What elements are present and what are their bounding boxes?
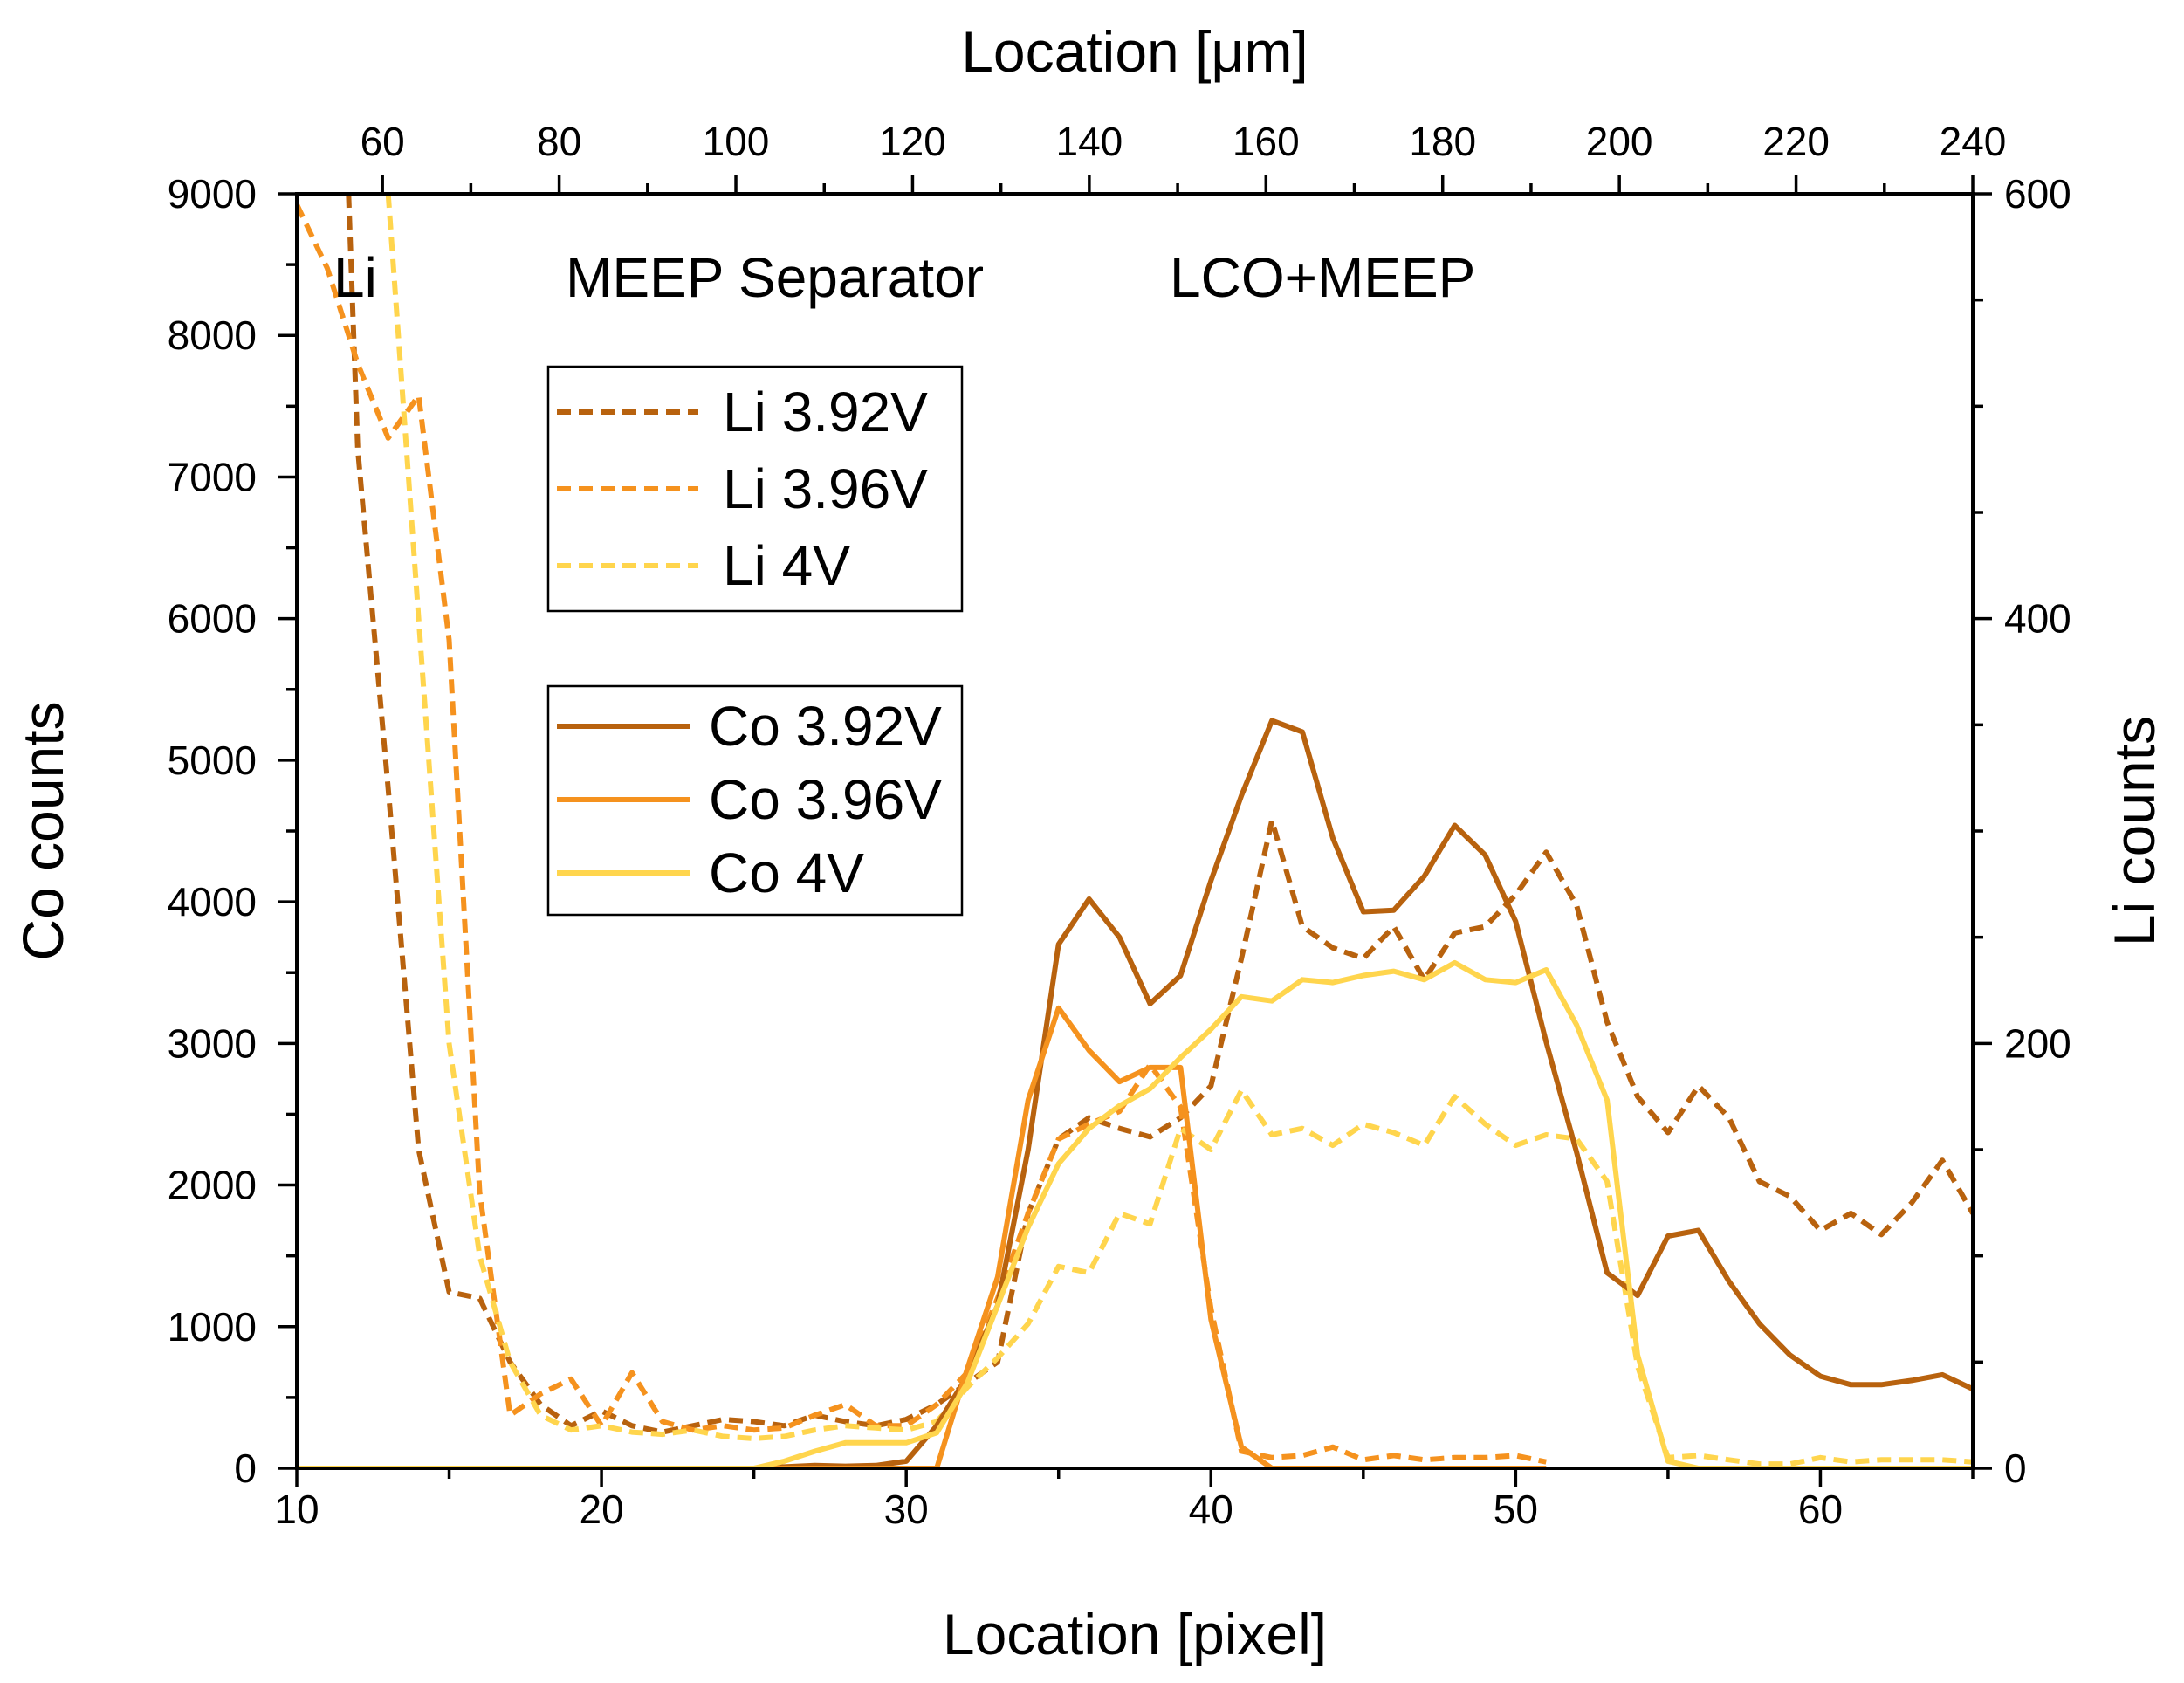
series-line-li-4v [385,194,1973,1467]
y-tick-label: 3000 [168,1020,257,1066]
legend-li-label-392: Li 3.92V [723,381,928,443]
x2-axis-title: Location [μm] [961,19,1308,84]
x-tick-label: 20 [580,1487,624,1532]
region-label-li: Li [333,246,377,309]
x-tick-label: 10 [274,1487,319,1532]
legend-co-label-4: Co 4V [709,842,864,904]
y-tick-label: 6000 [168,596,257,642]
x2-tick-label: 200 [1586,119,1653,164]
y-tick-label: 2000 [168,1163,257,1208]
x2-tick-label: 100 [703,119,770,164]
legend-co-label-392: Co 3.92V [709,695,942,758]
x2-tick-label: 160 [1233,119,1300,164]
x-tick-label: 50 [1494,1487,1538,1532]
y2-tick-label: 0 [2004,1446,2027,1491]
series-line-li-3-96v [297,203,1547,1465]
x-tick-label: 60 [1798,1487,1843,1532]
series-line-li-3-92v [346,194,1973,1435]
x2-tick-label: 80 [537,119,581,164]
region-label-lco-meep: LCO+MEEP [1170,246,1475,309]
x2-tick-label: 180 [1409,119,1476,164]
y-tick-label: 8000 [168,313,257,358]
y2-tick-label: 400 [2004,596,2071,642]
region-label-meep-separator: MEEP Separator [566,246,984,309]
y-axis-title: Co counts [10,701,75,960]
y-tick-label: 7000 [168,454,257,499]
y-tick-label: 1000 [168,1304,257,1350]
x2-tick-label: 240 [1940,119,2007,164]
x-tick-label: 30 [884,1487,929,1532]
x2-tick-label: 140 [1056,119,1123,164]
legend-co: Co 3.92V Co 3.96V Co 4V [546,684,964,917]
legend-li-box [546,365,964,613]
y2-tick-label: 600 [2004,171,2071,216]
y-tick-label: 5000 [168,738,257,783]
series-line-co-3-92v [297,718,1973,1468]
x2-tick-label: 120 [879,119,946,164]
legend-li-label-396: Li 3.96V [723,457,928,520]
x-tick-label: 40 [1189,1487,1233,1532]
legend-li: Li 3.92V Li 3.96V Li 4V [546,365,964,613]
x2-tick-label: 220 [1762,119,1830,164]
y2-tick-label: 200 [2004,1020,2071,1066]
y-tick-label: 4000 [168,879,257,924]
x2-tick-label: 60 [361,119,405,164]
y2-axis-title: Li counts [2102,716,2167,946]
x-axis-title: Location [pixel] [943,1602,1327,1666]
ticks-layer: 10 20 30 40 50 60 60 80 100 120 140 160 180 200 220 240… [168,119,2071,1532]
legend-li-label-4: Li 4V [723,534,850,597]
legend-co-label-396: Co 3.96V [709,768,942,831]
y-tick-label: 9000 [168,171,257,216]
y-tick-label: 0 [234,1446,257,1491]
